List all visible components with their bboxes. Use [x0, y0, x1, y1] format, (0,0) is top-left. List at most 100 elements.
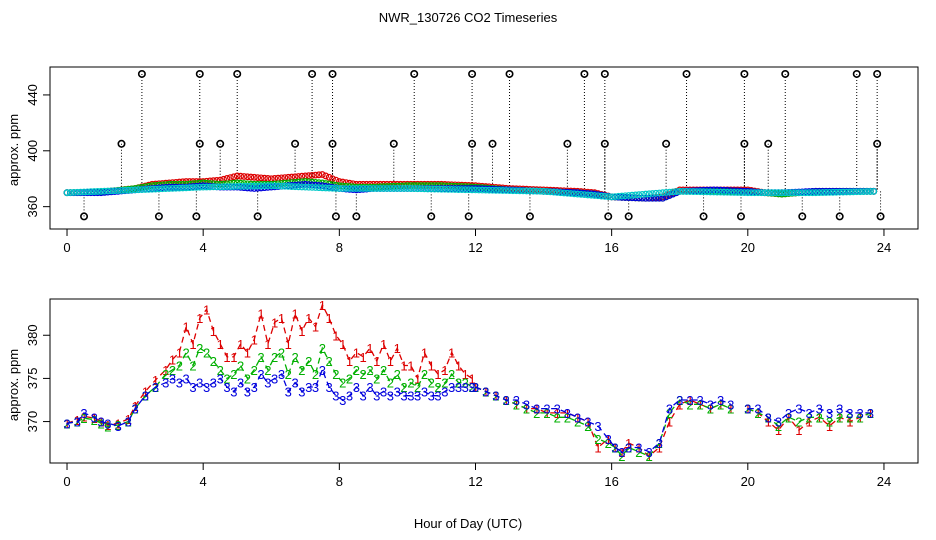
extreme-marker — [781, 69, 790, 78]
top-point-cyan — [441, 185, 449, 193]
bottom-point-label-1: 1 — [360, 350, 367, 365]
bottom-point-label-3: 3 — [421, 384, 428, 399]
top-point-cyan — [393, 185, 401, 192]
top-point-cyan — [206, 183, 214, 191]
bottom-point-label-3: 3 — [360, 389, 367, 404]
bottom-point-label-1: 1 — [271, 315, 278, 330]
top-point-cyan — [247, 182, 255, 190]
bottom-point-label-3: 3 — [826, 406, 833, 421]
top-point-cyan — [444, 185, 452, 193]
top-point-cyan — [802, 189, 810, 197]
top-point-cyan — [591, 192, 599, 199]
top-point-cyan — [669, 188, 677, 196]
bottom-point-label-3: 3 — [434, 389, 441, 404]
bottom-series-3: 3 33 33 3 3 3 3 3 3 3 3 — [744, 402, 874, 430]
bottom-point-label-3: 3 — [142, 389, 149, 404]
bottom-point-label-2: 2 — [360, 367, 367, 382]
top-point-cyan — [271, 182, 279, 190]
bottom-point-label-3: 3 — [836, 402, 843, 417]
bottom-point-label-3: 3 — [717, 393, 724, 408]
bottom-point-label-3: 3 — [80, 406, 87, 421]
bottom-point-label-3: 3 — [618, 445, 625, 460]
top-point-cyan — [189, 184, 197, 191]
bottom-point-label-3: 3 — [169, 371, 176, 386]
bottom-point-label-1: 1 — [414, 371, 421, 386]
bottom-point-label-2: 2 — [210, 354, 217, 369]
bottom-point-label-2: 2 — [114, 418, 121, 433]
extreme-marker — [410, 69, 419, 78]
top-point-cyan — [761, 189, 769, 197]
top-point-cyan — [478, 186, 486, 194]
top-point-red — [244, 173, 251, 181]
bottom-point-label-2: 2 — [387, 376, 394, 391]
bottom-point-label-3: 3 — [666, 402, 673, 417]
bottom-point-label-2: 2 — [857, 410, 864, 425]
bottom-point-label-1: 1 — [554, 406, 561, 421]
bottom-point-label-2: 2 — [298, 363, 305, 378]
extreme-marker — [233, 69, 242, 78]
top-point-cyan — [775, 189, 782, 197]
bottom-point-label-2: 2 — [554, 410, 561, 425]
bottom-x-tick-label: 0 — [63, 474, 70, 489]
top-panel: 0 4 8 12 16 20 24 360 400 440 — [25, 66, 919, 255]
top-point-cyan — [615, 192, 622, 200]
bottom-point-label-3: 3 — [203, 380, 210, 395]
top-point-red — [257, 174, 265, 182]
bottom-point-label-1: 1 — [826, 419, 833, 434]
bottom-point-label-3: 3 — [271, 371, 278, 386]
top-point-cyan — [621, 192, 629, 200]
top-point-cyan — [689, 188, 697, 195]
top-point-cyan — [805, 189, 813, 197]
bottom-point-label-1: 1 — [223, 350, 230, 365]
top-point-red — [339, 178, 347, 186]
top-point-cyan — [581, 191, 588, 199]
top-point-cyan — [332, 184, 340, 192]
top-point-cyan — [145, 185, 153, 193]
bottom-point-label-1: 1 — [543, 406, 550, 421]
top-point-cyan — [257, 182, 265, 190]
top-point-cyan — [849, 188, 857, 196]
bottom-point-label-3: 3 — [503, 393, 510, 408]
bottom-point-label-3: 3 — [366, 380, 373, 395]
bottom-point-label-3: 3 — [97, 415, 104, 430]
top-point-cyan — [846, 188, 854, 196]
bottom-point-label-1: 1 — [625, 436, 632, 451]
top-point-cyan — [587, 191, 595, 199]
top-point-cyan — [424, 185, 432, 193]
top-y-tick-label: 440 — [25, 84, 40, 106]
top-point-green — [233, 179, 241, 187]
bottom-x-tick-label: 4 — [200, 474, 207, 489]
extreme-marker — [764, 139, 773, 148]
bottom-point-label-1: 1 — [407, 358, 414, 373]
bottom-point-label-1: 1 — [448, 346, 455, 361]
top-point-cyan — [118, 187, 125, 194]
bottom-point-label-2: 2 — [400, 380, 407, 395]
bottom-x-tick-label: 20 — [741, 474, 755, 489]
top-point-cyan — [291, 183, 299, 191]
bottom-point-label-1: 1 — [846, 415, 853, 430]
top-point-blue — [662, 193, 670, 201]
top-point-red — [230, 173, 238, 181]
top-point-cyan — [397, 185, 405, 192]
top-point-cyan — [203, 183, 210, 191]
bottom-point-label-3: 3 — [244, 384, 251, 399]
bottom-point-label-3: 3 — [196, 376, 203, 391]
top-point-cyan — [111, 187, 119, 195]
bottom-point-label-1: 1 — [189, 337, 196, 352]
bottom-point-label-2: 2 — [346, 371, 353, 386]
bottom-point-label-2: 2 — [80, 411, 87, 426]
top-point-cyan — [274, 182, 282, 190]
top-point-cyan — [131, 186, 139, 194]
top-point-cyan — [104, 187, 112, 195]
bottom-point-label-3: 3 — [189, 380, 196, 395]
extreme-marker — [699, 212, 708, 221]
top-point-cyan — [839, 188, 847, 196]
bottom-point-label-3: 3 — [594, 419, 601, 434]
top-point-cyan — [284, 183, 292, 190]
bottom-point-label-3: 3 — [104, 416, 111, 431]
bottom-point-label-2: 2 — [727, 402, 734, 417]
top-point-cyan — [519, 187, 527, 195]
bottom-point-label-3: 3 — [543, 402, 550, 417]
top-point-cyan — [155, 185, 163, 193]
